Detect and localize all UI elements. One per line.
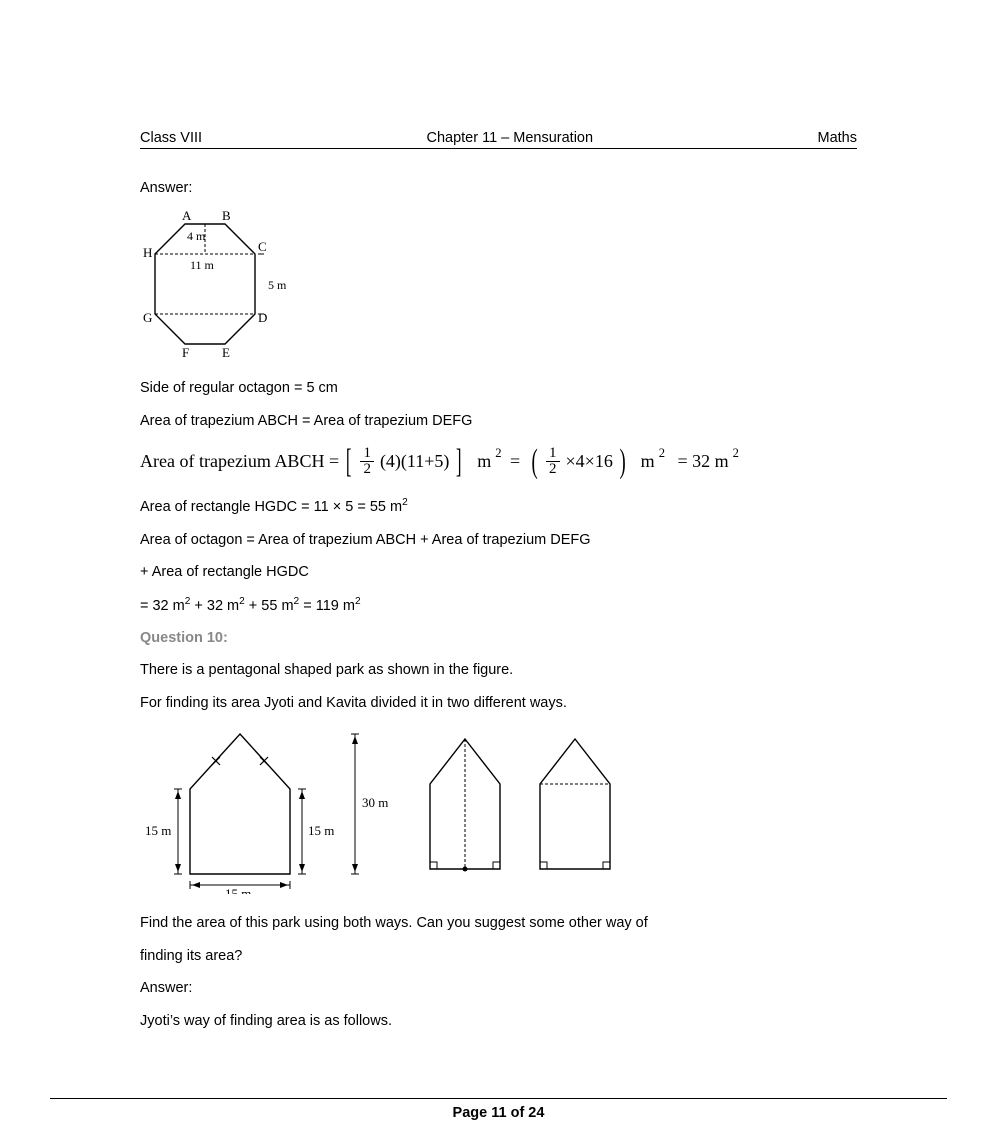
header-right: Maths bbox=[817, 130, 857, 146]
octagon-diagram: A B C D E F G H 4 m 11 m 5 m bbox=[140, 209, 857, 363]
label-D: D bbox=[258, 310, 267, 325]
svg-text:30 m: 30 m bbox=[362, 795, 388, 810]
formula-inside2: ×4×16 bbox=[566, 451, 613, 472]
label-E: E bbox=[222, 345, 230, 359]
formula-lead: Area of trapezium ABCH = bbox=[140, 451, 339, 472]
q10-line4: finding its area? bbox=[140, 945, 857, 967]
header-center: Chapter 11 – Mensuration bbox=[426, 130, 593, 146]
frac2-den: 2 bbox=[546, 462, 560, 477]
line-octagon-sum1: Area of octagon = Area of trapezium ABCH… bbox=[140, 529, 857, 551]
q10-line3: Find the area of this park using both wa… bbox=[140, 912, 857, 934]
formula-inside1: (4)(11+5) bbox=[380, 451, 449, 472]
formula-unit2: m bbox=[641, 451, 655, 472]
dim-11m: 11 m bbox=[190, 258, 215, 272]
footer-text: Page 11 of 24 bbox=[453, 1105, 545, 1121]
line-side: Side of regular octagon = 5 cm bbox=[140, 377, 857, 399]
label-B: B bbox=[222, 209, 231, 223]
line-octagon-sum2: + Area of rectangle HGDC bbox=[140, 561, 857, 583]
page-header: Class VIII Chapter 11 – Mensuration Math… bbox=[140, 130, 857, 149]
question-10-label: Question 10: bbox=[140, 627, 857, 649]
label-G: G bbox=[143, 310, 152, 325]
svg-text:15 m: 15 m bbox=[225, 886, 251, 894]
q10-line1: There is a pentagonal shaped park as sho… bbox=[140, 659, 857, 681]
frac1-num: 1 bbox=[360, 446, 374, 462]
q10-answer-label: Answer: bbox=[140, 977, 857, 999]
svg-text:15 m: 15 m bbox=[308, 823, 334, 838]
page-footer: Page 11 of 24 bbox=[0, 1098, 997, 1121]
formula-result: = 32 m bbox=[677, 451, 728, 472]
line-octagon-total: = 32 m2 + 32 m2 + 55 m2 = 119 m2 bbox=[140, 594, 857, 617]
label-H: H bbox=[143, 245, 152, 260]
svg-text:15 m: 15 m bbox=[145, 823, 171, 838]
pentagon-diagrams: 15 m 15 m 30 m bbox=[140, 724, 857, 898]
header-left: Class VIII bbox=[140, 130, 202, 146]
label-F: F bbox=[182, 345, 189, 359]
q10-line6: Jyoti’s way of finding area is as follow… bbox=[140, 1010, 857, 1032]
content-body: Answer: A B C D E bbox=[140, 177, 857, 1032]
answer-label: Answer: bbox=[140, 177, 857, 199]
line-rect-area: Area of rectangle HGDC = 11 × 5 = 55 m2 bbox=[140, 495, 857, 518]
dim-5m: 5 m bbox=[268, 278, 287, 292]
label-A: A bbox=[182, 209, 192, 223]
dim-4m: 4 m bbox=[187, 229, 206, 243]
frac2-num: 1 bbox=[546, 446, 560, 462]
frac1-den: 2 bbox=[360, 462, 374, 477]
formula-unit1: m bbox=[477, 451, 491, 472]
q10-line2: For finding its area Jyoti and Kavita di… bbox=[140, 692, 857, 714]
line-trapezium-eq: Area of trapezium ABCH = Area of trapezi… bbox=[140, 410, 857, 432]
label-C: C bbox=[258, 239, 267, 254]
area-formula: Area of trapezium ABCH = [ 1 2 (4)(11+5)… bbox=[140, 446, 857, 477]
